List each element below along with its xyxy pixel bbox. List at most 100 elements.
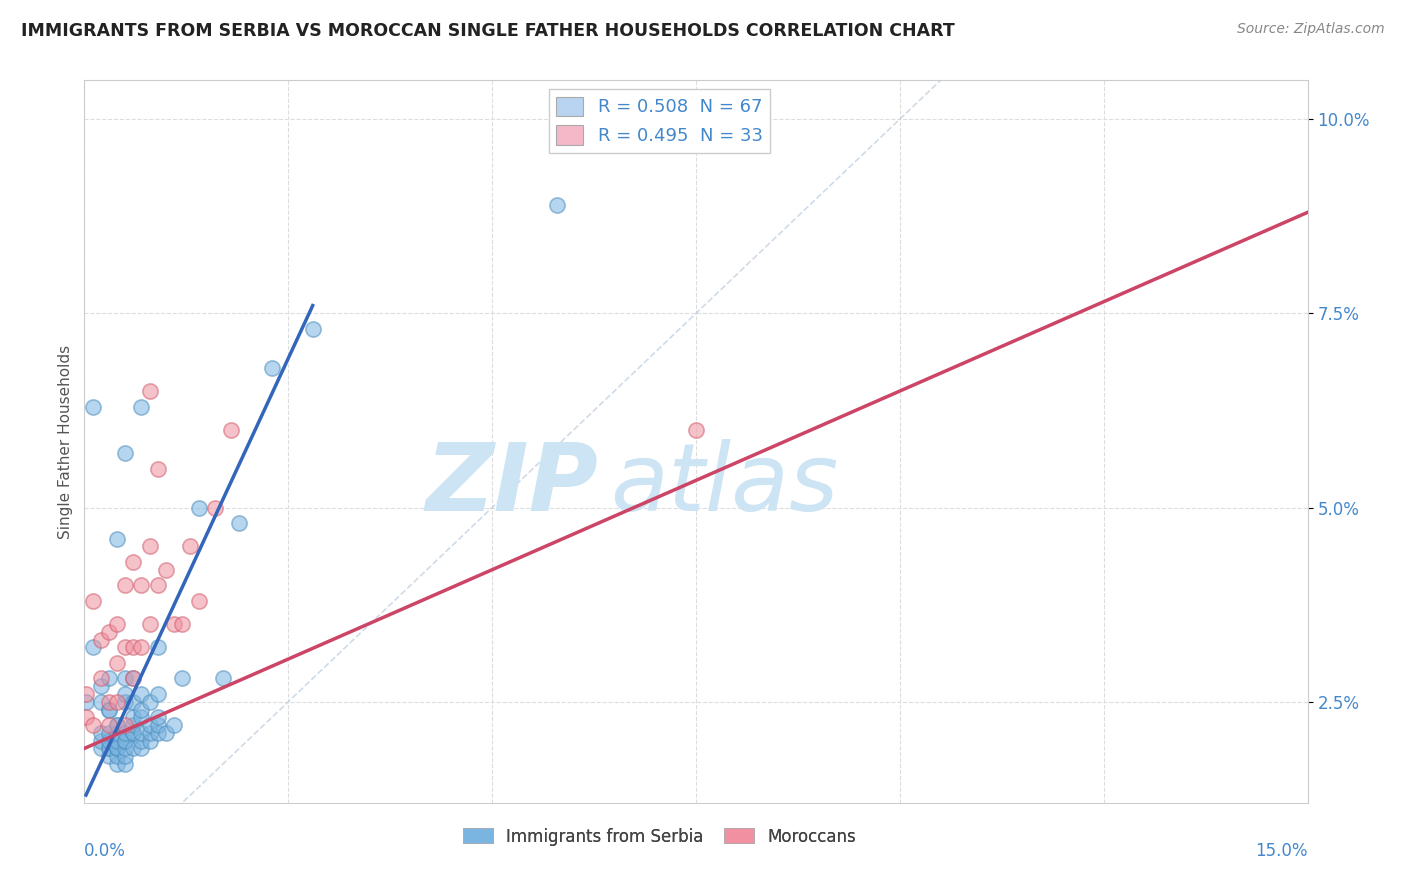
Point [131,726,153,740]
Point [114,733,136,747]
Point [204,500,226,515]
Point [97,741,120,756]
Point [228,516,250,530]
Text: 15.0%: 15.0% [1256,842,1308,860]
Point [105,756,128,771]
Point [179,540,201,554]
Point [97,702,120,716]
Point [82,718,104,732]
Text: 0.0%: 0.0% [84,842,127,860]
Point [122,695,145,709]
Point [172,617,194,632]
Point [105,656,128,670]
Point [138,718,160,732]
Point [105,741,128,756]
Point [90,632,112,647]
Point [114,749,136,764]
Point [131,733,153,747]
Point [114,726,136,740]
Point [97,749,120,764]
Text: IMMIGRANTS FROM SERBIA VS MOROCCAN SINGLE FATHER HOUSEHOLDS CORRELATION CHART: IMMIGRANTS FROM SERBIA VS MOROCCAN SINGL… [21,22,955,40]
Text: atlas: atlas [610,440,838,531]
Point [97,741,120,756]
Point [155,726,177,740]
Point [105,749,128,764]
Point [146,718,169,732]
Point [146,640,169,655]
Point [122,672,145,686]
Point [114,756,136,771]
Point [114,672,136,686]
Point [97,672,120,686]
Point [138,617,160,632]
Point [75,687,97,701]
Point [131,578,153,592]
Point [82,640,104,655]
Point [105,718,128,732]
Point [114,578,136,592]
Point [187,500,209,515]
Point [131,702,153,716]
Legend: Immigrants from Serbia, Moroccans: Immigrants from Serbia, Moroccans [456,821,862,852]
Point [114,733,136,747]
Point [122,640,145,655]
Point [172,672,194,686]
Point [131,741,153,756]
Point [301,322,323,336]
Point [260,360,283,375]
Point [90,741,112,756]
Y-axis label: Single Father Households: Single Father Households [58,344,73,539]
Point [146,726,169,740]
Point [75,695,97,709]
Point [212,672,235,686]
Point [90,733,112,747]
Text: ZIP: ZIP [425,439,598,531]
Point [138,726,160,740]
Point [114,640,136,655]
Point [90,672,112,686]
Point [97,718,120,732]
Point [105,741,128,756]
Point [138,733,160,747]
Point [122,555,145,569]
Point [131,687,153,701]
Point [146,710,169,724]
Point [187,594,209,608]
Point [97,695,120,709]
Point [146,461,169,475]
Point [138,384,160,398]
Point [138,540,160,554]
Point [97,726,120,740]
Point [685,423,707,437]
Point [90,726,112,740]
Point [114,695,136,709]
Point [163,617,186,632]
Point [122,718,145,732]
Point [114,446,136,460]
Point [82,594,104,608]
Point [146,578,169,592]
Point [155,563,177,577]
Point [105,532,128,546]
Point [546,197,568,211]
Text: Source: ZipAtlas.com: Source: ZipAtlas.com [1237,22,1385,37]
Point [122,726,145,740]
Point [105,718,128,732]
Point [138,695,160,709]
Point [122,672,145,686]
Point [114,718,136,732]
Point [82,400,104,414]
Point [131,400,153,414]
Point [146,687,169,701]
Point [75,710,97,724]
Point [97,733,120,747]
Point [105,617,128,632]
Point [131,710,153,724]
Point [122,726,145,740]
Point [163,718,186,732]
Point [97,624,120,639]
Point [105,695,128,709]
Point [122,741,145,756]
Point [105,733,128,747]
Point [114,741,136,756]
